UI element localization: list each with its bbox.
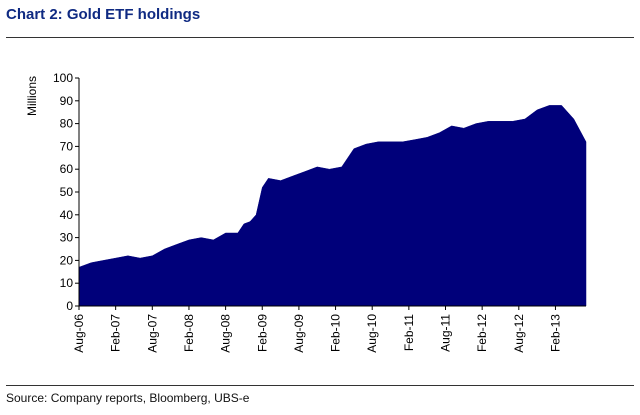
y-axis-label: Millions	[25, 76, 39, 116]
x-tick-label: Feb-07	[109, 314, 123, 352]
x-tick-label: Feb-11	[402, 314, 416, 351]
y-tick-label: 20	[60, 253, 74, 267]
x-tick-label: Feb-08	[182, 314, 196, 352]
x-tick-label: Feb-10	[329, 314, 343, 352]
y-tick-label: 60	[60, 162, 74, 176]
y-tick-label: 100	[53, 71, 73, 85]
y-tick-label: 90	[60, 94, 74, 108]
x-tick-label: Feb-13	[548, 314, 562, 352]
x-tick-label: Aug-10	[365, 314, 379, 353]
y-tick-label: 30	[60, 231, 74, 245]
x-tick-label: Feb-09	[255, 314, 269, 352]
x-tick-label: Aug-06	[72, 314, 86, 353]
x-tick-label: Aug-07	[145, 314, 159, 353]
y-tick-label: 10	[60, 276, 74, 290]
chart-title: Chart 2: Gold ETF holdings	[6, 6, 201, 23]
y-tick-label: 70	[60, 139, 74, 153]
x-tick-label: Aug-11	[439, 314, 453, 352]
source-divider	[6, 385, 634, 386]
x-tick-label: Feb-12	[475, 314, 489, 352]
holdings-area	[78, 105, 587, 307]
x-tick-label: Aug-09	[292, 314, 306, 353]
y-tick-label: 50	[60, 185, 74, 199]
x-tick-label: Aug-08	[219, 314, 233, 353]
x-tick-label: Aug-12	[512, 314, 526, 353]
source-note: Source: Company reports, Bloomberg, UBS-…	[6, 391, 250, 405]
y-tick-label: 80	[60, 117, 74, 131]
gold-etf-chart: Millions 0 10 20 30 40 50 60 70 80 90 100 Aug-06 Feb…	[25, 71, 587, 353]
y-tick-label: 0	[66, 299, 73, 313]
title-divider	[6, 37, 634, 38]
plot-area: 0 10 20 30 40 50 60 70 80 90 100 Aug-06 Feb-07 Aug-07…	[53, 71, 587, 353]
y-tick-label: 40	[60, 208, 74, 222]
